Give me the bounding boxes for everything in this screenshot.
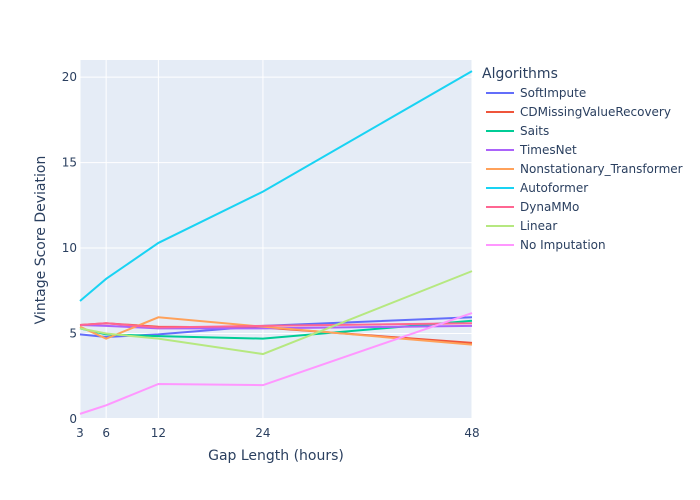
legend: SoftImpute CDMissingValueRecovery Saits Tim…: [486, 86, 683, 252]
series-lines: [79, 70, 473, 415]
x-tick-label: 3: [76, 426, 84, 440]
series-line: [79, 312, 473, 415]
y-tick-label: 5: [69, 327, 77, 341]
y-axis-title: Vintage Score Deviation: [33, 156, 49, 325]
series-line: [79, 322, 473, 329]
legend-label: Linear: [520, 219, 557, 233]
x-tick-label: 6: [102, 426, 110, 440]
series-line: [79, 316, 473, 338]
series-line: [79, 316, 473, 346]
legend-label: Saits: [520, 124, 549, 138]
legend-label: Autoformer: [520, 181, 588, 195]
legend-label: Nonstationary_Transformer: [520, 162, 683, 176]
legend-label: CDMissingValueRecovery: [520, 105, 671, 119]
y-tick-label: 20: [62, 70, 77, 84]
x-axis-title: Gap Length (hours): [208, 448, 344, 464]
x-tick-label: 48: [464, 426, 479, 440]
series-line: [79, 270, 473, 356]
y-tick-label: 0: [69, 412, 77, 426]
grid-lines: [79, 60, 473, 420]
x-tick-label: 24: [255, 426, 270, 440]
y-tick-label: 10: [62, 241, 77, 255]
legend-label: DynaMMo: [520, 200, 579, 214]
legend-label: SoftImpute: [520, 86, 586, 100]
legend-title: Algorithms: [482, 66, 558, 82]
legend-label: TimesNet: [519, 143, 577, 157]
series-line: [79, 70, 473, 302]
tick-labels: 3 6 12 24 48 0 5 10 15 20: [62, 70, 480, 440]
legend-label: No Imputation: [520, 238, 606, 252]
x-tick-label: 12: [151, 426, 166, 440]
plot-area: [80, 60, 472, 419]
y-tick-label: 15: [62, 156, 77, 170]
